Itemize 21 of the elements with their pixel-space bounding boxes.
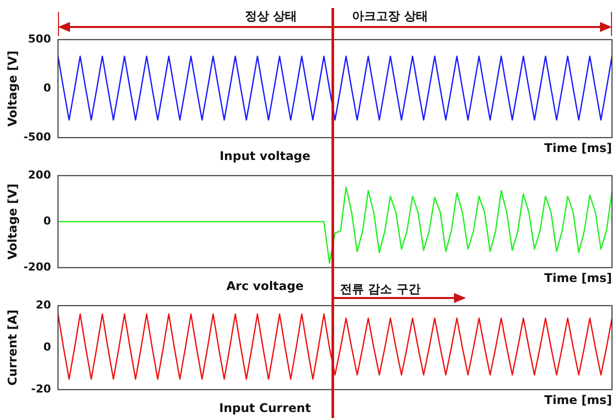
text: 아크고장 상태 (352, 8, 428, 25)
y-axis-title: Voltage [V] (5, 50, 20, 127)
y-tick-label: 0 (43, 340, 52, 354)
x-axis-title: Time [ms] (544, 270, 612, 285)
y-tick-label: 200 (28, 168, 52, 182)
x-axis-title: Time [ms] (544, 140, 612, 155)
text: Input voltage (218, 149, 312, 163)
y-tick-label: 0 (43, 81, 52, 94)
y-tick-label: 500 (28, 32, 52, 46)
y-axis-title: Voltage [V] (5, 184, 20, 260)
text: Arc voltage (225, 279, 305, 293)
y-tick-label: 0 (43, 214, 52, 228)
y-tick-label: -200 (23, 260, 52, 274)
y-tick-label: -500 (23, 130, 52, 144)
text: Input Current (218, 401, 312, 415)
text: 전류 감소 구간 (340, 281, 420, 298)
x-axis-title: Time [ms] (544, 392, 612, 407)
text: 정상 상태 (245, 8, 298, 25)
y-axis-title: Current [A] (5, 310, 20, 386)
y-tick-label: 20 (36, 298, 52, 312)
y-tick-label: -20 (31, 382, 52, 396)
